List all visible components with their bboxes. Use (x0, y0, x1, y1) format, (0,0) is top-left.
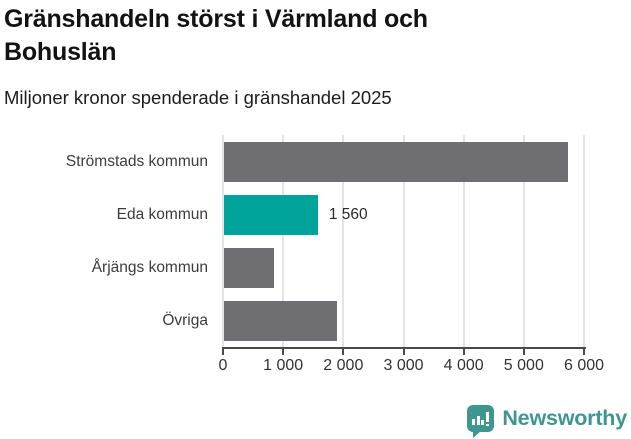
chart-title: Gränshandeln störst i Värmland och Bohus… (4, 5, 428, 66)
newsworthy-bar-chart-bubble-icon (467, 405, 495, 438)
x-axis-tick (222, 349, 224, 355)
category-label: Strömstads kommun (65, 152, 208, 170)
bar-highlight (224, 194, 318, 235)
speech-bubble-tail (473, 431, 482, 438)
x-axis-tick (583, 349, 585, 355)
bar-default (224, 141, 568, 182)
x-axis-tick (282, 349, 285, 355)
gridline-x-4000 (462, 135, 465, 347)
gridline-x-3000 (402, 135, 405, 347)
chart-subtitle: Miljoner kronor spenderade i gränshandel… (4, 87, 392, 108)
bar-value-label: 1 560 (328, 205, 368, 223)
x-axis-tick-label: 0 (218, 357, 228, 374)
gridline-x-2000 (342, 135, 345, 347)
bar-default (224, 300, 338, 341)
category-label: Årjängs kommun (91, 258, 208, 276)
x-axis-tick (522, 349, 525, 355)
gridline-x-1000 (282, 135, 285, 347)
x-axis-line (222, 347, 586, 349)
newsworthy-wordmark: Newsworthy (502, 406, 627, 430)
gridline-x-6000 (583, 135, 585, 347)
x-axis-tick (402, 349, 405, 355)
newsworthy-logo: Newsworthy (467, 405, 627, 438)
x-axis-tick (462, 349, 465, 355)
category-label: Övriga (162, 311, 208, 329)
x-axis-tick-label: 4 000 (443, 357, 484, 374)
category-label: Eda kommun (116, 205, 208, 223)
x-axis-tick-label: 2 000 (323, 357, 364, 374)
gridline-x-5000 (522, 135, 525, 347)
x-axis-tick-label: 5 000 (503, 357, 544, 374)
gridline-x-0 (222, 135, 224, 347)
x-axis-tick (342, 349, 345, 355)
x-axis-tick-label: 1 000 (263, 357, 304, 374)
x-axis-tick-label: 3 000 (383, 357, 424, 374)
x-axis-tick-label: 6 000 (563, 357, 605, 374)
bar-default (224, 247, 274, 288)
